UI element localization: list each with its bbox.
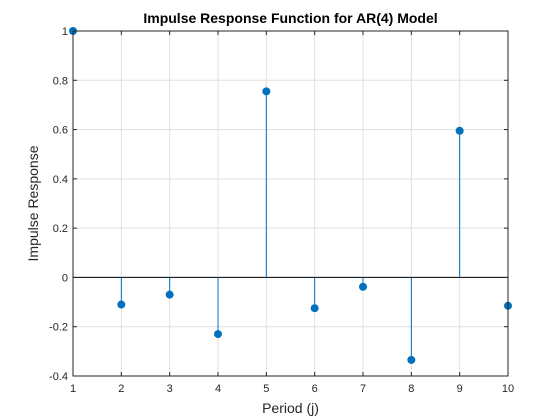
y-tick-label: 0.6 xyxy=(53,125,68,137)
y-tick-label: 0.8 xyxy=(53,75,68,87)
x-tick-label: 7 xyxy=(360,383,366,395)
y-tick-label: -0.4 xyxy=(49,371,68,383)
y-tick-label: 0.4 xyxy=(53,174,68,186)
x-tick-label: 9 xyxy=(457,383,463,395)
axes-frame xyxy=(72,30,509,377)
stem-marker xyxy=(310,304,319,313)
x-tick-label: 5 xyxy=(263,383,269,395)
y-tick-label: 0 xyxy=(62,272,68,284)
y-axis-title: Impulse Response xyxy=(25,145,41,261)
x-tick-label: 10 xyxy=(502,383,514,395)
stem-marker xyxy=(117,300,126,309)
stem-marker xyxy=(262,87,271,96)
x-tick-label: 3 xyxy=(167,383,173,395)
stem-marker xyxy=(455,126,464,135)
stem-marker xyxy=(165,290,174,299)
axes-box xyxy=(72,30,509,377)
x-tick-label: 1 xyxy=(70,383,76,395)
stem-marker xyxy=(214,330,222,339)
y-tick-label: -0.2 xyxy=(49,322,68,334)
x-tick-labels: 1 2 3 4 5 6 7 8 9 10 xyxy=(70,383,514,395)
x-tick-label: 4 xyxy=(215,383,221,395)
y-tick-labels: -0.4 -0.2 0 0.2 0.4 0.6 0.8 1 xyxy=(49,26,68,383)
chart-title: Impulse Response Function for AR(4) Mode… xyxy=(143,10,437,26)
y-tick-label: 1 xyxy=(62,26,68,38)
x-axis-title: Period (j) xyxy=(262,400,319,416)
y-tick-label: 0.2 xyxy=(53,223,68,235)
stem-marker xyxy=(407,355,416,364)
x-tick-label: 6 xyxy=(312,383,318,395)
stem-series xyxy=(69,27,512,364)
x-tick-label: 2 xyxy=(118,383,124,395)
stem-marker xyxy=(359,282,367,291)
x-tick-label: 8 xyxy=(408,383,414,395)
